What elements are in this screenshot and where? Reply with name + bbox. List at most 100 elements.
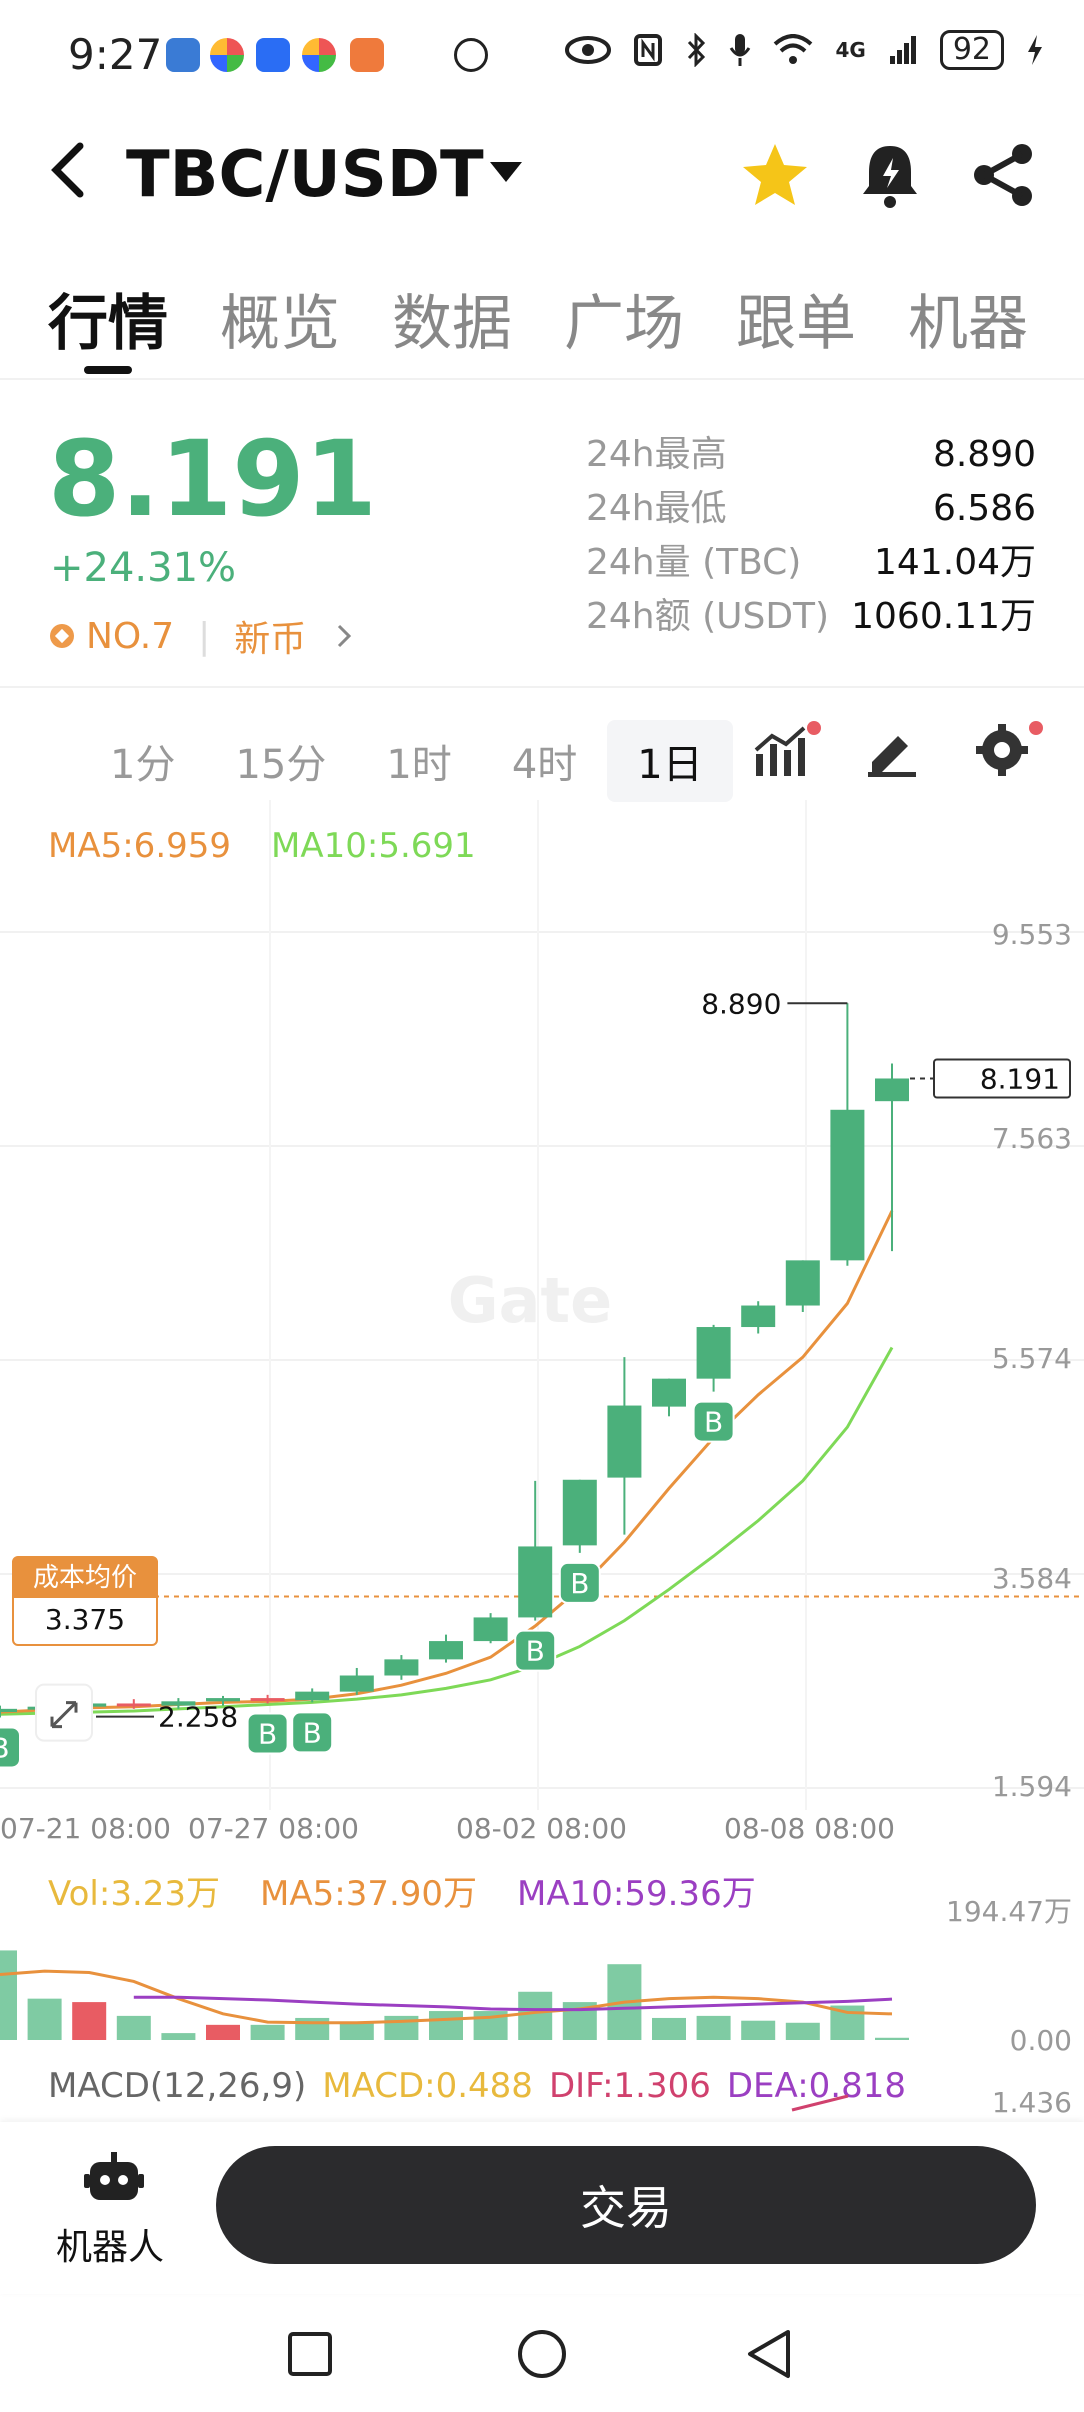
stat-low: 24h最低 6.586 [586,482,1036,536]
stat-turnover: 24h额 (USDT) 1060.11万 [586,590,1036,644]
timeframe-1h[interactable]: 1时 [386,742,452,788]
x-tick-label: 08-02 08:00 [456,1812,627,1845]
volume-chart[interactable] [0,1900,1084,2042]
pair-selector[interactable]: TBC/USDT [126,138,484,212]
rank-icon [50,624,74,648]
app-notification-icon [210,38,244,72]
tab-bots[interactable]: 机器 [908,289,1028,359]
volume-bar [0,1950,17,2040]
buy-marker [291,1711,334,1754]
buy-marker [246,1712,289,1755]
volume-bar [116,2015,151,2040]
timeframe-selector: 1分 15分 1时 4时 1日 [80,720,733,802]
bluetooth-icon [688,33,706,67]
tab-market[interactable]: 行情 [48,289,168,359]
stat-volume: 24h量 (TBC) 141.04万 [586,536,1036,590]
chevron-right-icon [338,624,352,648]
app-notification-icon [302,38,336,72]
eye-icon [565,36,612,64]
volume-value: Vol:3.23万 [48,1874,221,1914]
volume-ma10-line [133,1995,893,2012]
timeframe-15m[interactable]: 15分 [235,742,327,788]
timeframe-1d[interactable]: 1日 [607,720,733,802]
back-nav-icon[interactable] [744,2328,796,2380]
high-price-label: 8.890 [701,987,781,1020]
timeframe-4h[interactable]: 4时 [511,742,578,788]
candle [206,1698,240,1702]
nfc-icon [634,34,663,66]
chevron-down-icon[interactable] [490,162,522,182]
app-notification-icon [256,38,290,72]
rank-label: NO.7 [86,615,175,657]
share-icon[interactable] [968,140,1038,210]
cost-average-badge[interactable]: 成本均价 3.375 [12,1556,158,1646]
candle [785,1260,820,1306]
tab-copy-trading[interactable]: 跟单 [736,289,856,359]
tab-square[interactable]: 广场 [564,289,684,359]
wifi-icon [774,34,813,64]
ma10-line [0,1346,894,1716]
x-tick-label: 07-21 08:00 [0,1812,171,1845]
status-time: 9:27 [68,30,163,79]
volume-bar [696,2015,731,2040]
candle [741,1305,776,1328]
candle [161,1701,196,1706]
trade-button[interactable]: 交易 [216,2146,1036,2264]
macd-title: MACD(12,26,9) [48,2066,307,2106]
robot-button-label[interactable]: 机器人 [56,2227,165,2268]
candle [116,1703,151,1707]
candle [607,1405,642,1478]
volume-ma5-line [0,1969,893,2025]
x-tick-label: 08-08 08:00 [724,1812,895,1845]
robot-icon[interactable] [84,2150,144,2206]
low-price-label: 2.258 [158,1701,238,1734]
ticker-stats: 24h最高 8.890 24h最低 6.586 24h量 (TBC) 141.04万 … [586,428,1036,644]
bell-alert-icon[interactable] [855,140,925,210]
candle [339,1675,374,1692]
macd-axis-label: 1.436 [991,2086,1072,2119]
stat-value: 6.586 [932,488,1036,529]
home-icon[interactable] [516,2328,568,2380]
draw-icon[interactable] [862,722,922,778]
stat-label: 24h量 (TBC) [586,542,802,583]
settings-icon[interactable] [972,718,1044,780]
candle [384,1659,419,1676]
candle [0,1708,17,1713]
tab-overview[interactable]: 概览 [220,289,340,359]
timeframe-1m[interactable]: 1分 [110,742,176,788]
stat-label: 24h最高 [586,434,727,475]
macd-dif: DIF:1.306 [548,2066,711,2106]
candle [429,1641,463,1660]
rank-row[interactable]: NO.7 | 新币 [50,610,354,662]
volume-bar [339,2022,374,2040]
buy-marker-label: B [570,1567,589,1600]
macd-value: MACD:0.488 [322,2066,533,2106]
candle [250,1698,285,1702]
watermark: Gate [448,1264,612,1337]
stat-value: 8.890 [932,434,1036,475]
back-button[interactable] [48,140,88,211]
macd-legend: MACD(12,26,9) MACD:0.488 DIF:1.306 DEA:0… [48,2066,906,2106]
volume-bar [652,2017,686,2040]
volume-bar [741,2020,776,2040]
recents-icon[interactable] [286,2330,334,2378]
status-bar: 9:27 4G 92 [0,0,1084,110]
volume-bar [206,2024,240,2040]
ma-legend: MA5:6.959 MA10:5.691 [48,826,476,866]
tab-data[interactable]: 数据 [392,289,512,359]
buy-marker-label: B [526,1635,545,1668]
star-icon[interactable] [740,140,810,210]
ma10-legend: MA10:5.691 [271,826,476,866]
candle [518,1546,553,1618]
candle [875,1078,909,1102]
volume-bar [72,2002,107,2040]
section-tabs: 行情 概览 数据 广场 跟单 机器 [48,275,1028,362]
candle [562,1479,597,1546]
indicator-icon[interactable] [752,720,824,780]
stat-label: 24h最低 [586,488,727,529]
candle [652,1378,686,1407]
volume-bar [875,2037,909,2040]
candle [295,1691,330,1701]
volume-bar [518,1991,553,2040]
